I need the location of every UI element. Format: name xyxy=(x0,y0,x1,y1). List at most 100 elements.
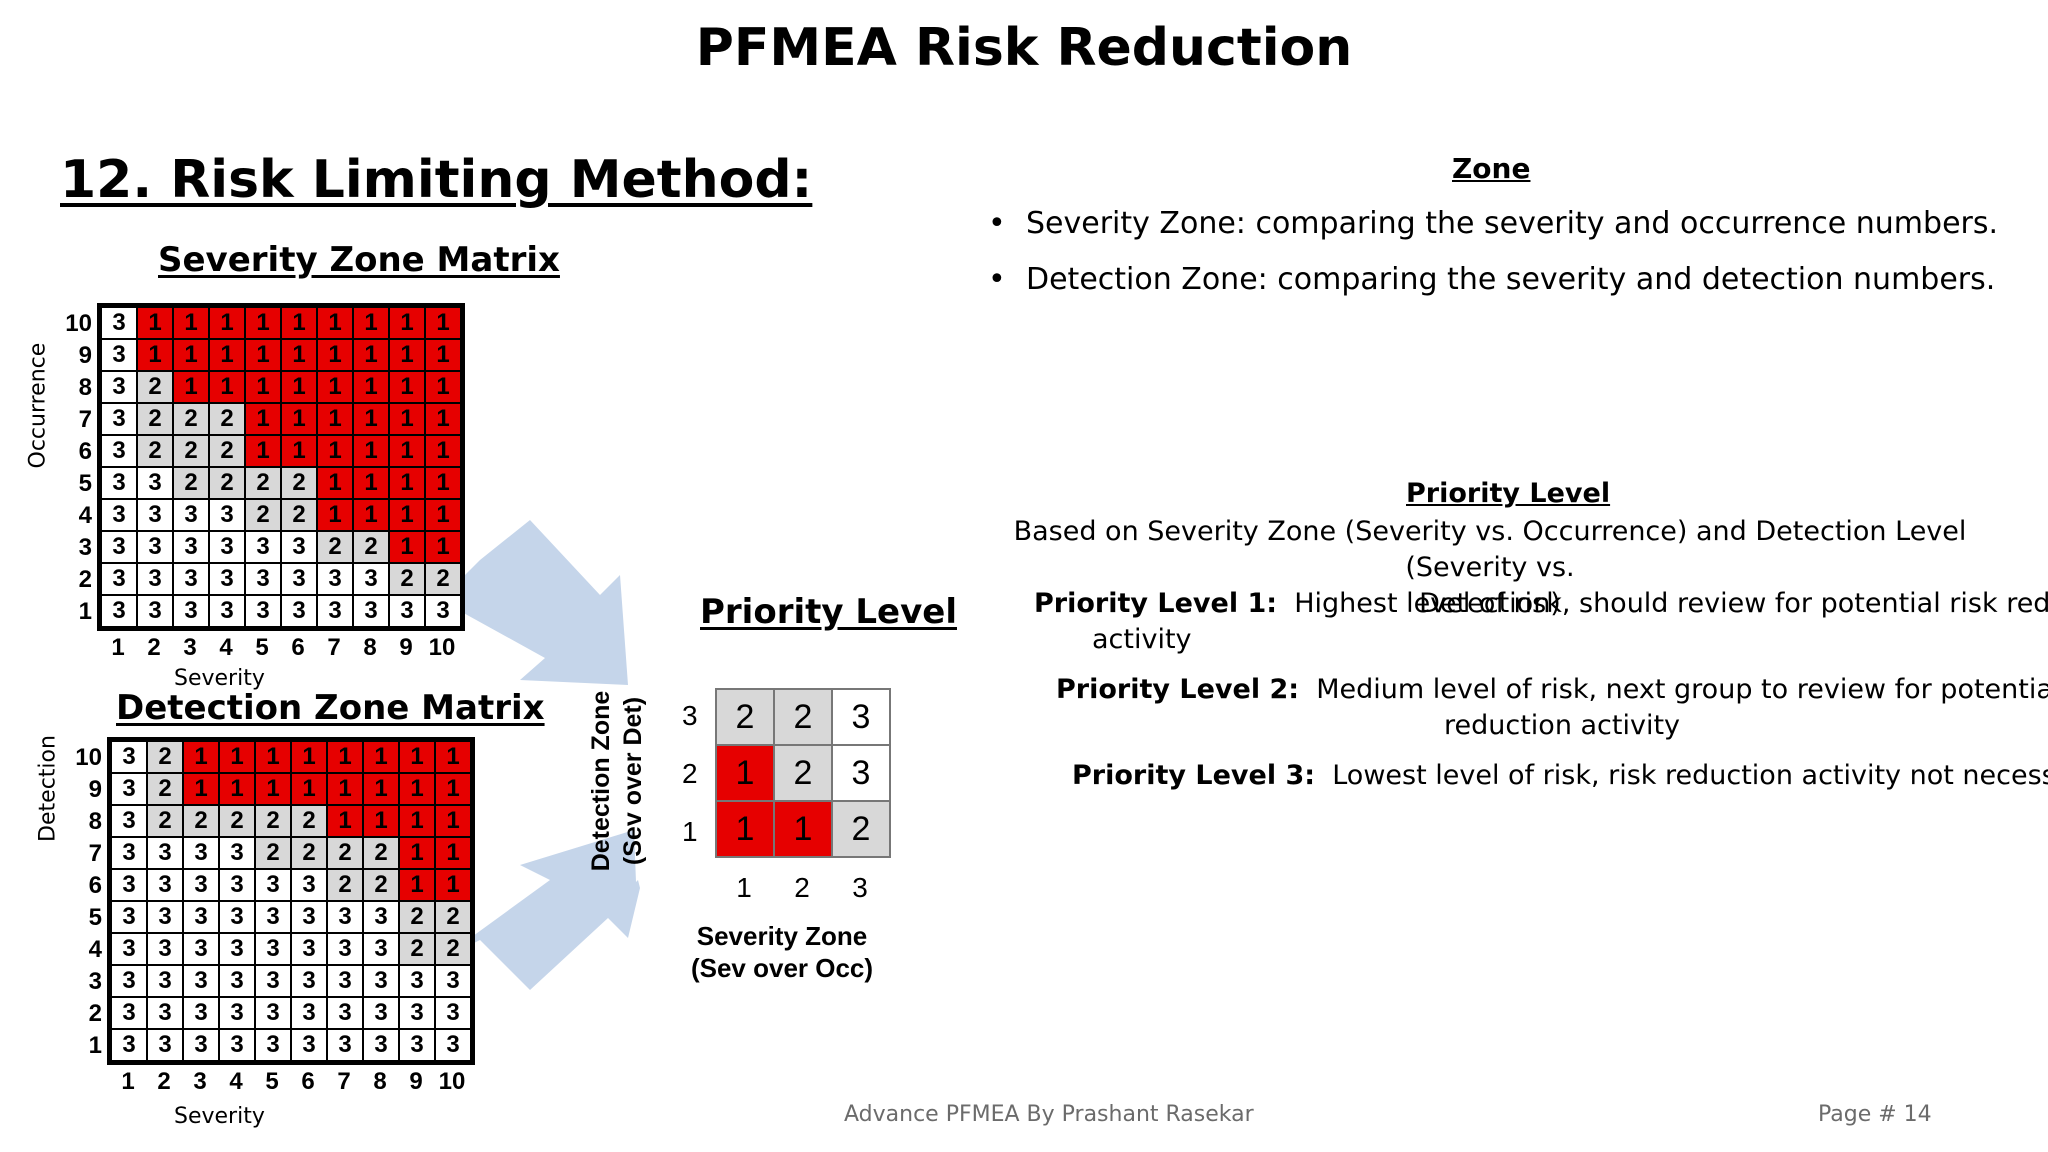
matrix-cell: 2 xyxy=(208,434,246,468)
matrix-cell: 2 xyxy=(434,900,472,934)
matrix-cell: 3 xyxy=(110,804,148,838)
y-tick-label: 3 xyxy=(78,534,92,561)
matrix-cell: 3 xyxy=(218,1028,256,1062)
bullet-icon: • xyxy=(988,262,1006,297)
matrix-cell: 2 xyxy=(326,836,364,870)
matrix-cell: 3 xyxy=(434,1028,472,1062)
matrix-cell: 3 xyxy=(316,562,354,596)
matrix-cell: 3 xyxy=(136,562,174,596)
matrix-cell: 3 xyxy=(136,530,174,564)
matrix-cell: 1 xyxy=(172,370,210,404)
y-tick-label: 6 xyxy=(78,438,92,465)
x-tick-label: 7 xyxy=(337,1068,351,1095)
matrix-cell: 2 xyxy=(424,562,462,596)
matrix-cell: 3 xyxy=(218,964,256,998)
matrix-cell: 1 xyxy=(362,740,400,774)
matrix-cell: 3 xyxy=(398,1028,436,1062)
footer-author: Advance PFMEA By Prashant Rasekar xyxy=(844,1102,1254,1127)
y-tick-label: 9 xyxy=(78,342,92,369)
matrix-cell: 1 xyxy=(280,338,318,372)
matrix-cell: 3 xyxy=(352,562,390,596)
priority-cell: 2 xyxy=(831,800,891,858)
matrix-cell: 3 xyxy=(110,932,148,966)
matrix-cell: 1 xyxy=(208,338,246,372)
matrix-cell: 1 xyxy=(172,338,210,372)
matrix-cell: 2 xyxy=(280,498,318,532)
arrows xyxy=(440,520,640,990)
matrix-cell: 3 xyxy=(100,402,138,436)
matrix-cell: 3 xyxy=(100,562,138,596)
priority-level-3-text: Lowest level of risk, risk reduction act… xyxy=(1332,760,2048,791)
matrix-cell: 3 xyxy=(218,996,256,1030)
x-tick-label: 8 xyxy=(363,634,377,661)
matrix-cell: 3 xyxy=(182,932,220,966)
matrix-cell: 3 xyxy=(110,772,148,806)
priority-matrix-title: Priority Level xyxy=(700,592,957,632)
matrix-cell: 3 xyxy=(136,466,174,500)
priority-cell: 2 xyxy=(773,688,833,746)
matrix-cell: 3 xyxy=(100,370,138,404)
matrix-cell: 1 xyxy=(244,306,282,340)
matrix-cell: 3 xyxy=(434,964,472,998)
y-tick-label: 9 xyxy=(88,776,102,803)
matrix-cell: 3 xyxy=(146,1028,184,1062)
matrix-cell: 1 xyxy=(352,434,390,468)
priority-x-tick: 1 xyxy=(736,872,752,903)
matrix-cell: 1 xyxy=(280,402,318,436)
matrix-cell: 1 xyxy=(316,306,354,340)
y-tick-label: 5 xyxy=(78,470,92,497)
y-tick-label: 4 xyxy=(88,936,102,963)
matrix-cell: 3 xyxy=(146,900,184,934)
matrix-cell: 3 xyxy=(182,996,220,1030)
matrix-cell: 1 xyxy=(208,306,246,340)
priority-y-axis-label: Detection Zone (Sev over Det) xyxy=(585,681,655,881)
priority-cell: 1 xyxy=(715,800,775,858)
priority-cell: 3 xyxy=(831,744,891,802)
matrix-cell: 1 xyxy=(316,498,354,532)
matrix-cell: 1 xyxy=(398,772,436,806)
priority-cell: 2 xyxy=(773,744,833,802)
matrix-cell: 2 xyxy=(352,530,390,564)
matrix-cell: 3 xyxy=(398,996,436,1030)
zone-heading: Zone xyxy=(1452,152,1531,185)
matrix-cell: 3 xyxy=(100,466,138,500)
matrix-cell: 2 xyxy=(254,804,292,838)
matrix-cell: 3 xyxy=(172,530,210,564)
matrix-cell: 3 xyxy=(362,932,400,966)
slide-title: PFMEA Risk Reduction xyxy=(695,18,1353,78)
matrix-cell: 1 xyxy=(424,498,462,532)
matrix-cell: 1 xyxy=(172,306,210,340)
matrix-cell: 1 xyxy=(244,370,282,404)
matrix-cell: 1 xyxy=(290,772,328,806)
x-tick-label: 8 xyxy=(373,1068,387,1095)
matrix-cell: 3 xyxy=(110,1028,148,1062)
matrix-cell: 1 xyxy=(434,836,472,870)
matrix-cell: 1 xyxy=(280,434,318,468)
matrix-cell: 3 xyxy=(218,868,256,902)
matrix-cell: 3 xyxy=(172,498,210,532)
matrix-cell: 3 xyxy=(280,562,318,596)
matrix-cell: 3 xyxy=(182,900,220,934)
priority-y-axis-line1: Detection Zone xyxy=(587,690,615,872)
y-tick-label: 7 xyxy=(88,840,102,867)
matrix-cell: 3 xyxy=(182,1028,220,1062)
matrix-cell: 1 xyxy=(326,772,364,806)
matrix-cell: 1 xyxy=(434,804,472,838)
matrix-cell: 1 xyxy=(218,740,256,774)
matrix-cell: 3 xyxy=(136,498,174,532)
y-tick-label: 10 xyxy=(75,744,102,771)
matrix-cell: 1 xyxy=(316,402,354,436)
x-tick-label: 4 xyxy=(229,1068,243,1095)
matrix-cell: 3 xyxy=(316,594,354,628)
matrix-cell: 3 xyxy=(290,900,328,934)
matrix-cell: 3 xyxy=(208,562,246,596)
matrix-cell: 3 xyxy=(100,306,138,340)
matrix-cell: 1 xyxy=(280,370,318,404)
